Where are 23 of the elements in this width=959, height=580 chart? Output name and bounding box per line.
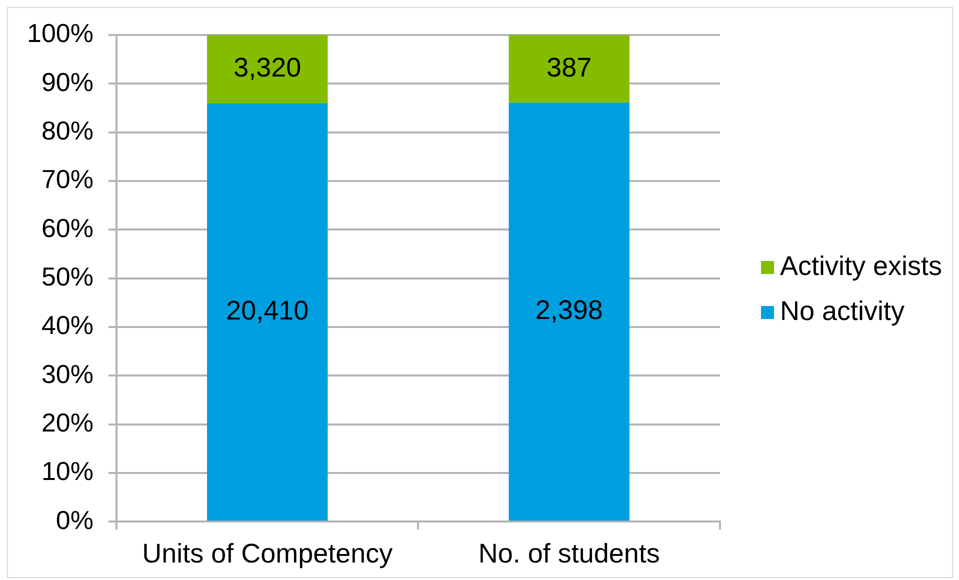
- annotation: 20,410: [226, 295, 309, 326]
- bar: [508, 102, 630, 521]
- y-tick-label: 20%: [41, 407, 94, 438]
- y-tick-label: 60%: [41, 212, 94, 243]
- y-tick-label: 50%: [41, 261, 94, 292]
- annotation: 387: [546, 52, 592, 82]
- bar: [207, 35, 328, 104]
- annotation: 3,320: [234, 52, 302, 83]
- legend-label: Activity exists: [780, 250, 942, 281]
- y-tick-label: 90%: [41, 66, 94, 97]
- y-tick-label: 100%: [27, 18, 94, 48]
- legend-label: No activity: [780, 296, 906, 326]
- y-tick-label: 80%: [41, 115, 94, 146]
- bar: [207, 103, 328, 521]
- bar: [508, 35, 630, 103]
- annotation: 2,398: [535, 295, 603, 326]
- x-tick-label: Units of Competency: [142, 538, 394, 568]
- y-tick-label: 30%: [41, 358, 94, 389]
- y-tick-label: 10%: [41, 456, 94, 486]
- x-tick-label: No. of students: [478, 538, 660, 568]
- y-tick-label: 40%: [41, 310, 94, 340]
- y-tick-label: 0%: [56, 504, 94, 535]
- y-tick-label: 70%: [41, 164, 94, 194]
